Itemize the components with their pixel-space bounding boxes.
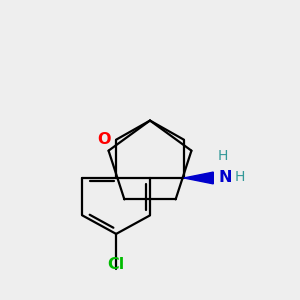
Text: H: H [217, 149, 228, 163]
Text: O: O [97, 132, 111, 147]
Text: N: N [219, 170, 232, 185]
Text: H: H [235, 170, 245, 184]
Polygon shape [184, 172, 213, 184]
Text: Cl: Cl [107, 256, 125, 272]
